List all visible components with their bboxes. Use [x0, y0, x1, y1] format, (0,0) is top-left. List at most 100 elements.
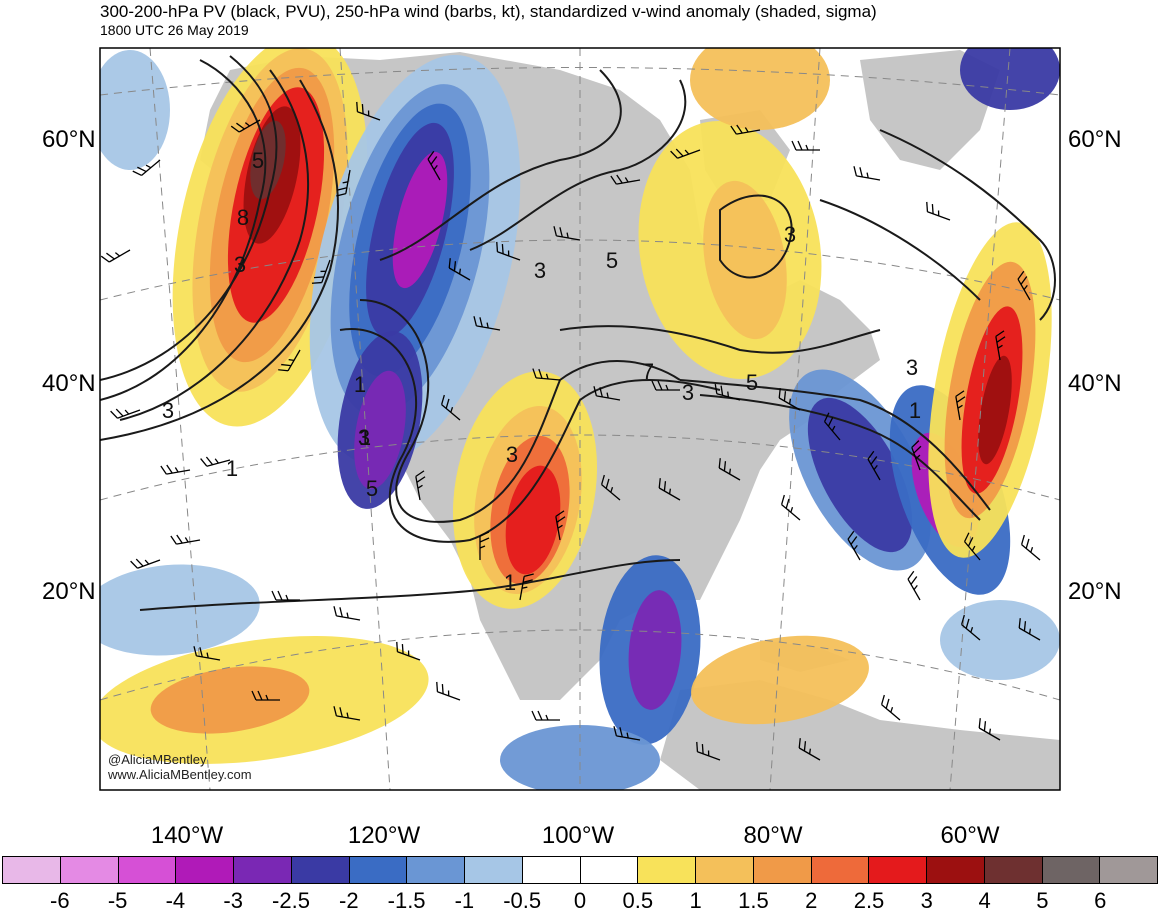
wind-barb	[978, 718, 1001, 741]
colorbar-tick-label: -4	[165, 888, 186, 913]
colorbar-box	[3, 857, 61, 883]
wind-barb	[132, 159, 161, 177]
wind-barb	[356, 101, 381, 121]
wind-barb	[730, 124, 761, 135]
colorbar-box	[1042, 857, 1101, 883]
colorbar-box	[638, 857, 696, 883]
wind-barb	[907, 570, 921, 601]
wind-barb	[519, 573, 534, 601]
pv-contour-label: 3	[784, 222, 796, 247]
pv-contour	[119, 69, 310, 421]
wind-barb	[823, 412, 841, 441]
wind-barb	[251, 690, 280, 701]
colorbar-box	[1100, 857, 1157, 883]
colorbar-box	[176, 857, 234, 883]
lat-label-right-20: 20°N	[1068, 578, 1122, 605]
pv-contour	[559, 325, 881, 354]
anomaly-shading	[392, 151, 448, 289]
wind-barb	[963, 532, 981, 561]
colorbar-tick-label: 3	[920, 888, 933, 913]
wind-barb	[278, 349, 301, 372]
wind-barb	[960, 614, 981, 641]
anomaly-shading	[703, 180, 787, 340]
anomaly-shading	[940, 600, 1060, 680]
wind-barb	[333, 706, 361, 721]
anomaly-shading	[505, 465, 561, 575]
colorbar-box	[291, 857, 350, 883]
wind-barb	[193, 646, 221, 661]
colorbar-box	[465, 857, 523, 883]
wind-barb	[696, 741, 721, 761]
anomaly-shading	[960, 48, 1060, 110]
colorbar-box	[522, 857, 581, 883]
wind-barb	[926, 201, 951, 221]
wind-barb	[110, 408, 141, 419]
pv-contour	[100, 59, 267, 401]
colorbar-tick-label: -2.5	[272, 888, 310, 913]
anomaly-shading	[354, 370, 406, 490]
colorbar-tick-label: 0.5	[622, 888, 654, 913]
wind-barb	[479, 531, 490, 560]
pv-contour	[679, 379, 991, 511]
wind-barb	[531, 710, 560, 721]
wind-barb	[100, 249, 131, 263]
colorbar-tick-label: 1.5	[738, 888, 769, 913]
wind-barb	[651, 380, 680, 391]
valid-time: 1800 UTC 26 May 2019	[100, 22, 249, 38]
pv-contour-label: 1	[226, 456, 238, 481]
colorbar-box	[60, 857, 119, 883]
pv-contour	[339, 328, 721, 543]
colorbar-box	[753, 857, 812, 883]
wind-barb	[1017, 270, 1031, 301]
wind-barb	[670, 148, 701, 159]
pv-contour-label: 5	[606, 248, 618, 273]
lon-label-80w: 80°W	[743, 822, 803, 849]
graticule-line	[100, 434, 1060, 501]
wind-barb	[780, 494, 801, 521]
wind-barb	[1020, 534, 1041, 561]
wind-barb	[496, 241, 521, 261]
wind-barb-layer	[100, 101, 1041, 761]
wind-barb	[415, 470, 426, 501]
colorbar-tick-label: 2	[805, 888, 818, 913]
wind-barb	[440, 394, 461, 421]
wind-barb	[311, 259, 331, 284]
pv-contour	[469, 79, 687, 251]
colorbar-tick-label: 4	[978, 888, 991, 913]
wind-barb	[200, 456, 231, 467]
wind-barb	[613, 726, 641, 741]
anomaly-shading	[150, 666, 310, 734]
colorbar-tick-label: 6	[1094, 888, 1107, 913]
graticule-line	[949, 48, 1011, 790]
wind-barb	[271, 590, 300, 601]
colorbar-tick-label: -1.5	[387, 888, 426, 913]
pv-contour-layer	[100, 55, 1056, 611]
graticule-line	[100, 629, 1060, 701]
pv-contour-label: 8	[237, 205, 249, 230]
pv-contour-label: 1	[354, 372, 366, 397]
pv-contour	[879, 129, 1056, 321]
wind-barb	[880, 694, 901, 721]
colorbar-tick-label: -6	[50, 888, 70, 913]
wind-barb	[532, 368, 561, 381]
colorbar-tick-label: -1	[454, 888, 475, 913]
lon-label-120w: 120°W	[347, 822, 421, 849]
pv-contour-label: 1	[504, 570, 516, 595]
pv-contour	[359, 299, 681, 523]
colorbar-tick-label: -5	[107, 888, 128, 913]
pv-contour-label: 3	[234, 252, 246, 277]
wind-barb	[798, 738, 821, 761]
pv-contour	[379, 69, 622, 261]
colorbar-box	[118, 857, 177, 883]
wind-barb	[1018, 618, 1041, 641]
colorbar	[2, 856, 1158, 884]
map-border	[99, 47, 1061, 791]
chart-title: 300-200-hPa PV (black, PVU), 250-hPa win…	[100, 2, 877, 21]
colorbar-box	[927, 857, 985, 883]
colorbar-box	[234, 857, 292, 883]
colorbar-box	[984, 857, 1043, 883]
pv-contour-label: 1	[909, 398, 921, 423]
wind-barb	[473, 316, 501, 331]
colorbar-box	[349, 857, 408, 883]
